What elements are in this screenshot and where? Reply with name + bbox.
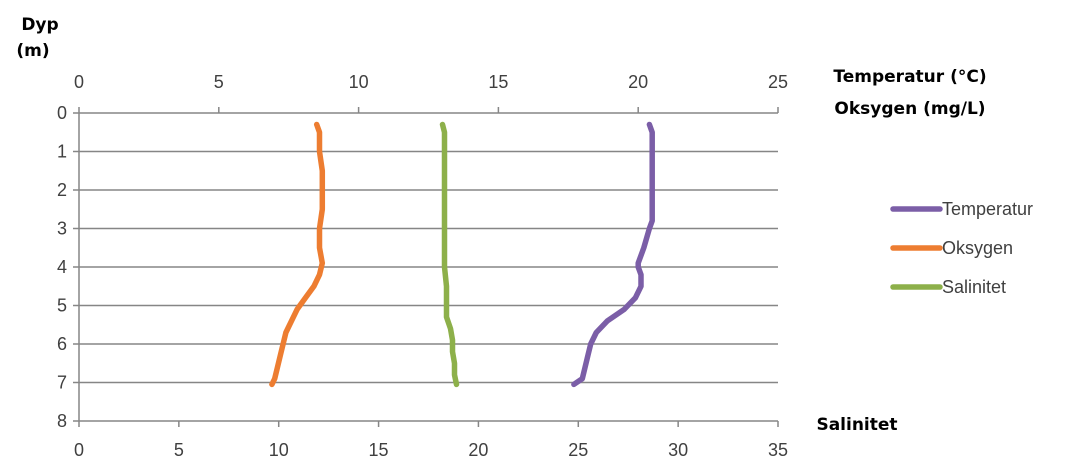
- series-line-oksygen: [269, 121, 326, 388]
- bottom-axis-title: Salinitet: [816, 415, 897, 435]
- top-axis-title-line2: Oksygen (mg/L): [834, 99, 985, 119]
- y-tick-label: 2: [57, 180, 67, 200]
- series-line-temperatur: [571, 121, 655, 388]
- y-tick-label: 0: [57, 103, 67, 123]
- y-axis-title-line2: (m): [16, 41, 49, 61]
- y-tick-label: 1: [57, 142, 67, 162]
- y-axis-title-line1: Dyp: [21, 15, 58, 35]
- y-tick-label: 5: [57, 296, 67, 316]
- bottom-x-tick-label: 10: [269, 440, 289, 460]
- gridlines: [79, 112, 778, 422]
- series-line-salinitet: [439, 121, 460, 388]
- series-lines: [269, 121, 655, 388]
- bottom-x-tick-label: 15: [369, 440, 389, 460]
- bottom-x-tick-label: 25: [568, 440, 588, 460]
- legend-label-temperatur: Temperatur: [942, 199, 1033, 219]
- y-tick-label: 7: [57, 373, 67, 393]
- top-x-tick-label: 25: [768, 72, 788, 92]
- top-x-tick-label: 20: [628, 72, 648, 92]
- top-x-tick-label: 15: [488, 72, 508, 92]
- y-tick-label: 3: [57, 219, 67, 239]
- top-x-tick-label: 5: [214, 72, 224, 92]
- bottom-x-tick-label: 35: [768, 440, 788, 460]
- bottom-x-tick-label: 5: [174, 440, 184, 460]
- top-x-tick-label: 0: [74, 72, 84, 92]
- bottom-x-tick-label: 30: [668, 440, 688, 460]
- y-tick-label: 6: [57, 334, 67, 354]
- y-tick-label: 4: [57, 257, 67, 277]
- top-axis-title-line1: Temperatur (°C): [833, 67, 986, 87]
- legend: Temperatur Oksygen Salinitet: [890, 199, 1033, 297]
- y-tick-label: 8: [57, 411, 67, 431]
- bottom-x-tick-label: 20: [468, 440, 488, 460]
- legend-label-oksygen: Oksygen: [942, 238, 1013, 258]
- bottom-x-tick-label: 0: [74, 440, 84, 460]
- legend-label-salinitet: Salinitet: [942, 277, 1006, 297]
- top-x-tick-label: 10: [349, 72, 369, 92]
